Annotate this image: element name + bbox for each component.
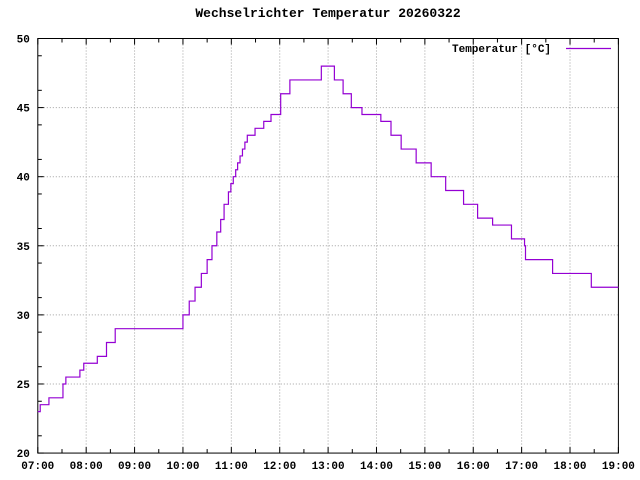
svg-text:35: 35: [17, 242, 31, 254]
svg-text:25: 25: [17, 380, 31, 392]
svg-text:40: 40: [17, 173, 30, 185]
svg-text:14:00: 14:00: [360, 461, 393, 473]
svg-text:13:00: 13:00: [312, 461, 345, 473]
svg-text:10:00: 10:00: [166, 461, 199, 473]
svg-text:Wechselrichter Temperatur 2026: Wechselrichter Temperatur 20260322: [195, 6, 460, 21]
svg-text:17:00: 17:00: [505, 461, 538, 473]
svg-text:16:00: 16:00: [457, 461, 490, 473]
svg-text:20: 20: [17, 449, 30, 461]
svg-text:15:00: 15:00: [408, 461, 441, 473]
svg-text:30: 30: [17, 311, 30, 323]
svg-text:50: 50: [17, 35, 30, 47]
svg-text:07:00: 07:00: [21, 461, 54, 473]
svg-text:Temperatur [°C]: Temperatur [°C]: [452, 44, 551, 56]
svg-text:11:00: 11:00: [215, 461, 248, 473]
svg-text:18:00: 18:00: [554, 461, 587, 473]
svg-text:19:00: 19:00: [602, 461, 635, 473]
svg-text:09:00: 09:00: [118, 461, 151, 473]
svg-text:12:00: 12:00: [263, 461, 296, 473]
svg-text:45: 45: [17, 104, 31, 116]
svg-text:08:00: 08:00: [70, 461, 103, 473]
